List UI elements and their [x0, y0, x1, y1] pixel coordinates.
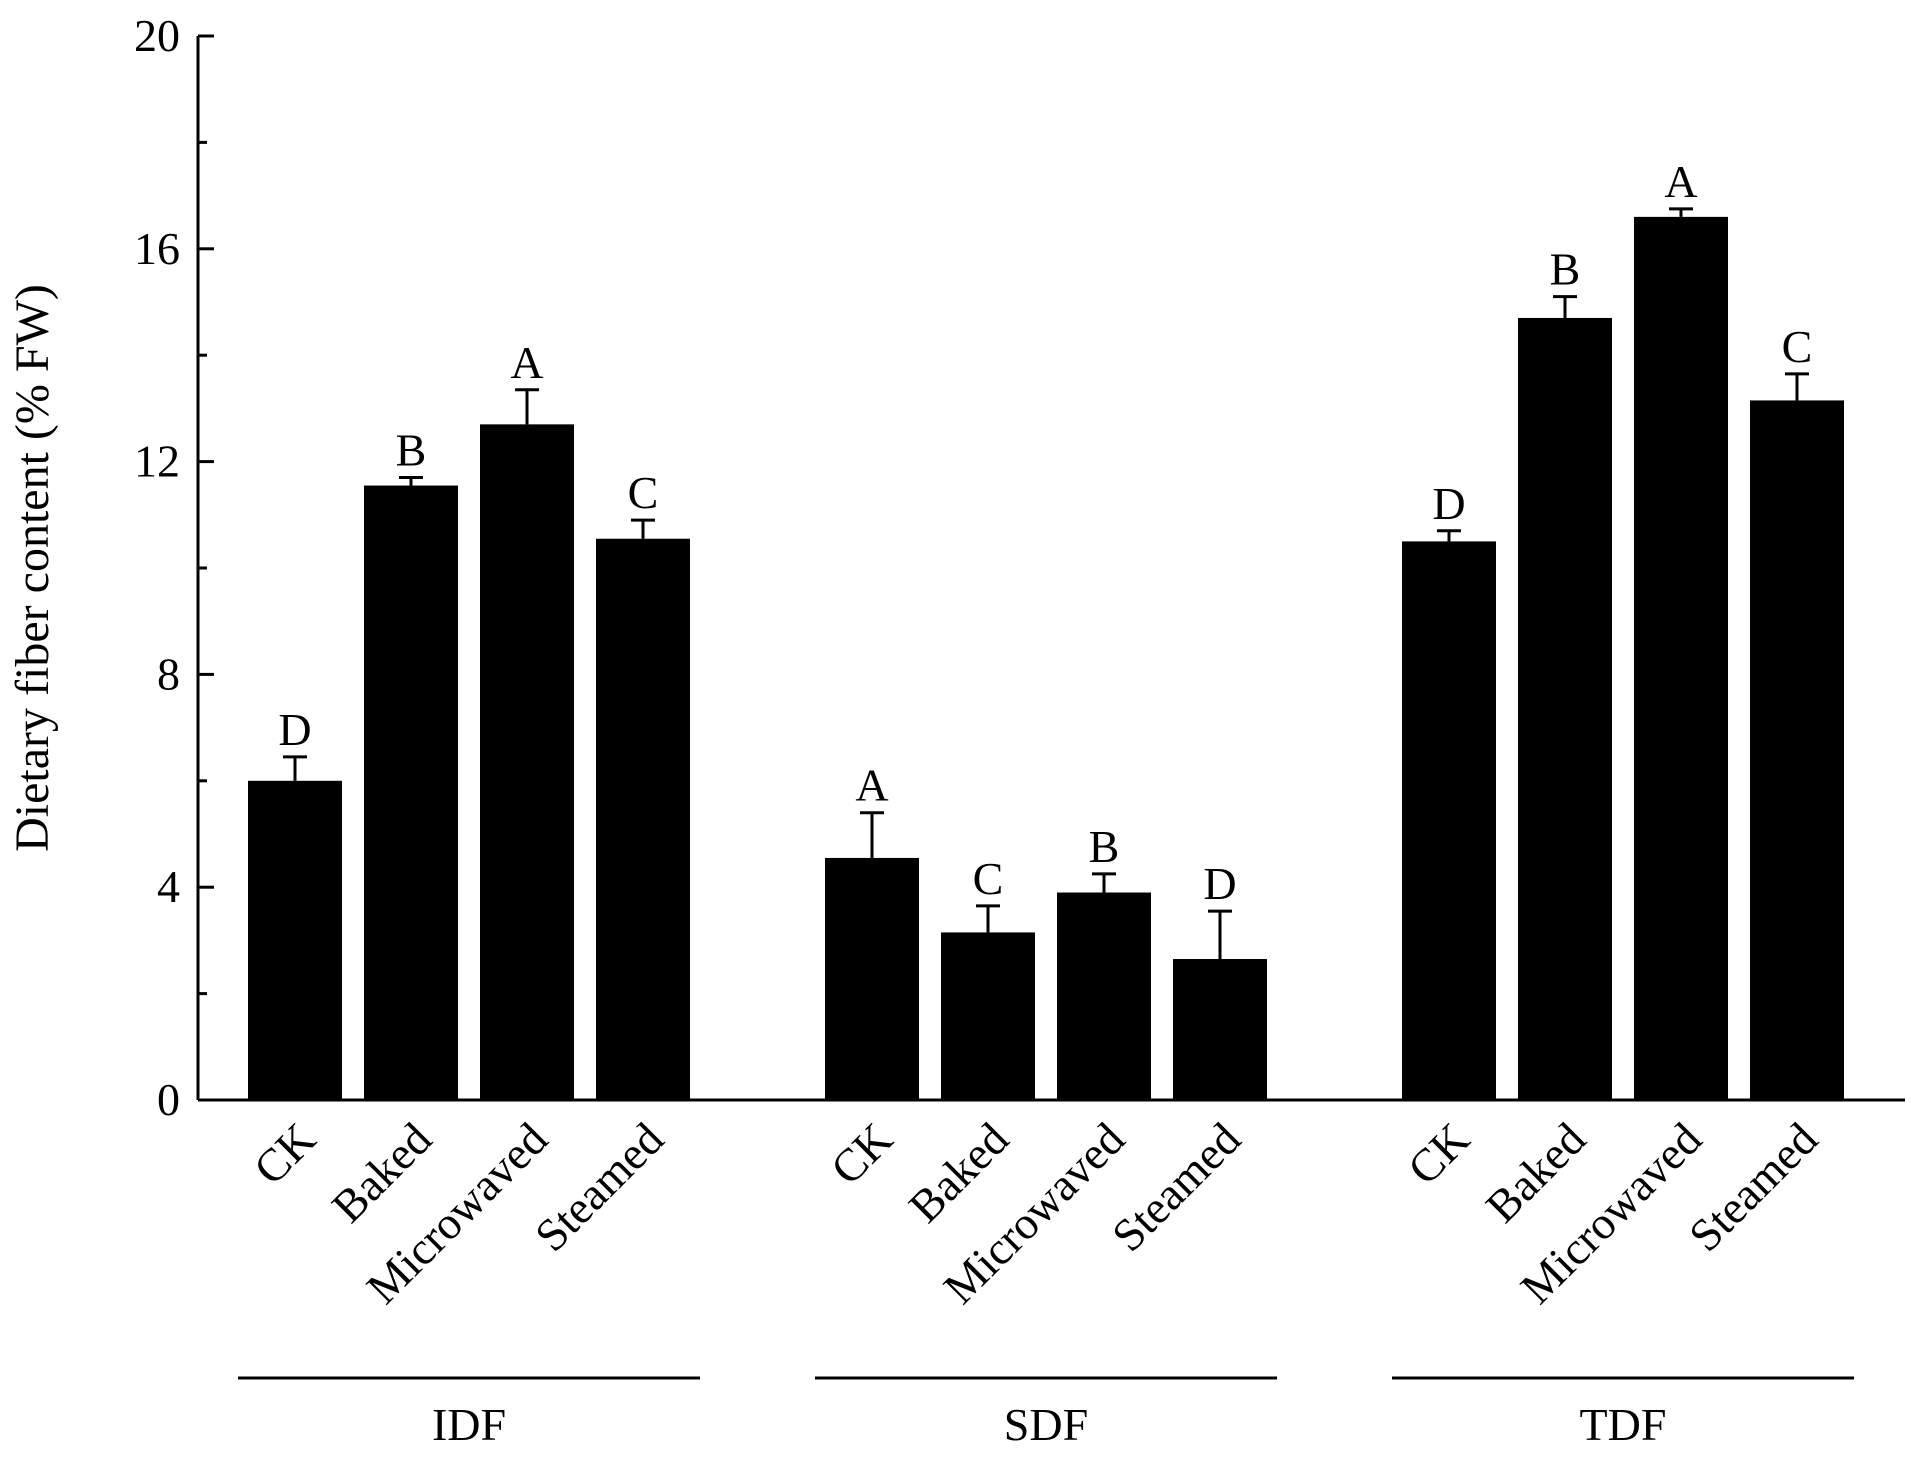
bar [941, 932, 1035, 1100]
bar [825, 857, 919, 1100]
category-label: CK [821, 1113, 902, 1194]
bar [1057, 892, 1151, 1100]
y-tick-label: 20 [134, 10, 180, 61]
y-ticks: 0 4 8 12 16 20 [134, 10, 214, 1125]
bar [364, 485, 458, 1100]
category-label: Steamed [1679, 1113, 1827, 1261]
bar [248, 780, 342, 1100]
category-label: Steamed [1102, 1113, 1250, 1261]
significance-letter: A [510, 337, 543, 388]
y-tick-label: 12 [134, 436, 180, 487]
significance-letter: C [1782, 321, 1813, 372]
bar [1402, 541, 1496, 1100]
error-bars [283, 207, 1809, 960]
significance-letter: C [628, 467, 659, 518]
group-labels: IDF SDF TDF [238, 1376, 1854, 1450]
group-label: SDF [1004, 1399, 1088, 1450]
category-label: CK [244, 1113, 325, 1194]
bar [1750, 400, 1844, 1100]
bar [1518, 317, 1612, 1101]
y-tick-label: 4 [157, 861, 180, 912]
bar [596, 538, 690, 1100]
y-tick-label: 16 [134, 223, 180, 274]
significance-letter: C [973, 853, 1004, 904]
group-label: IDF [432, 1399, 506, 1450]
significance-letter: B [1089, 821, 1120, 872]
category-label: Steamed [525, 1113, 673, 1261]
significance-letter: A [1664, 156, 1697, 207]
significance-letter: D [1203, 858, 1236, 909]
significance-letters: D B A C A C B D D B A C [278, 156, 1812, 909]
significance-letter: A [855, 760, 888, 811]
y-tick-label: 8 [157, 648, 180, 699]
y-axis-label: Dietary fiber content (% FW) [6, 284, 59, 852]
bar [480, 424, 574, 1100]
group-label: TDF [1580, 1399, 1667, 1450]
significance-letter: B [1550, 244, 1581, 295]
bar [1173, 959, 1267, 1100]
significance-letter: D [278, 704, 311, 755]
bar [1634, 216, 1728, 1100]
y-tick-label: 0 [157, 1074, 180, 1125]
significance-letter: D [1432, 478, 1465, 529]
significance-letter: B [396, 425, 427, 476]
bars [248, 216, 1844, 1101]
category-label: CK [1398, 1113, 1479, 1194]
